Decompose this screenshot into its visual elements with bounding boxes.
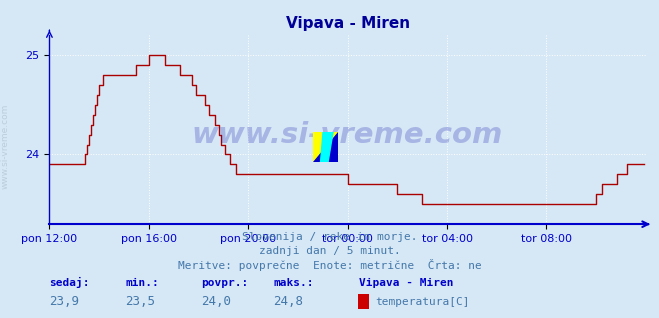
- Polygon shape: [313, 132, 338, 162]
- Text: 23,9: 23,9: [49, 295, 80, 308]
- Text: www.si-vreme.com: www.si-vreme.com: [1, 104, 10, 189]
- Text: www.si-vreme.com: www.si-vreme.com: [192, 121, 503, 149]
- Text: 23,5: 23,5: [125, 295, 156, 308]
- Title: Vipava - Miren: Vipava - Miren: [285, 16, 410, 31]
- Polygon shape: [313, 132, 338, 162]
- Text: povpr.:: povpr.:: [201, 278, 248, 288]
- Text: maks.:: maks.:: [273, 278, 314, 288]
- Text: 24,8: 24,8: [273, 295, 304, 308]
- Text: temperatura[C]: temperatura[C]: [376, 297, 470, 307]
- Text: 24,0: 24,0: [201, 295, 231, 308]
- Text: zadnji dan / 5 minut.: zadnji dan / 5 minut.: [258, 246, 401, 256]
- Polygon shape: [320, 132, 333, 162]
- Text: Meritve: povprečne  Enote: metrične  Črta: ne: Meritve: povprečne Enote: metrične Črta:…: [178, 259, 481, 271]
- Text: Slovenija / reke in morje.: Slovenija / reke in morje.: [242, 232, 417, 242]
- Text: min.:: min.:: [125, 278, 159, 288]
- Text: Vipava - Miren: Vipava - Miren: [359, 278, 453, 288]
- Text: sedaj:: sedaj:: [49, 277, 90, 288]
